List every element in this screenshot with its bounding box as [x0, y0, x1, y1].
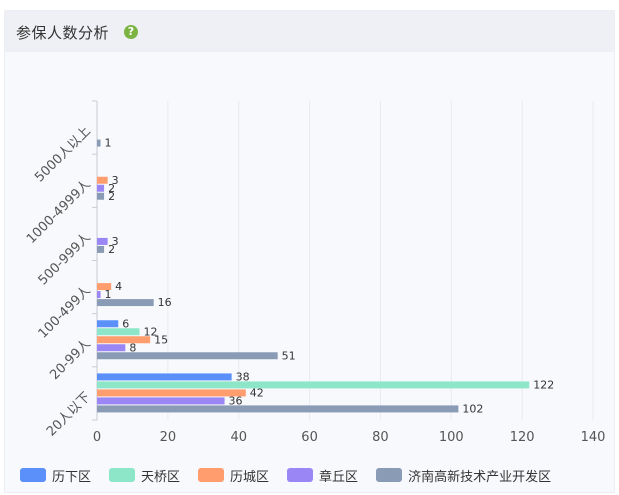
legend-swatch: [198, 468, 225, 482]
bar: [97, 291, 101, 299]
bar: [97, 373, 232, 381]
y-category-label: 20人以下: [44, 390, 94, 440]
data-label: 122: [533, 378, 554, 391]
panel-header: 参保人数分析 ?: [5, 11, 614, 52]
x-tick-label: 40: [230, 430, 247, 445]
data-label: 16: [158, 296, 172, 309]
data-label: 2: [108, 190, 115, 203]
panel-title: 参保人数分析: [16, 24, 110, 42]
legend-item[interactable]: 天桥区: [109, 466, 180, 485]
legend-swatch: [109, 468, 136, 482]
bar: [97, 139, 101, 147]
bar: [97, 405, 459, 413]
bar: [97, 381, 530, 389]
x-tick-label: 60: [301, 430, 318, 445]
data-label: 42: [250, 386, 264, 399]
x-tick-label: 0: [93, 430, 101, 445]
legend-label: 历下区: [52, 469, 92, 485]
bar: [97, 237, 108, 245]
legend-label: 历城区: [230, 469, 270, 485]
legend-swatch: [20, 468, 46, 482]
bar: [97, 336, 151, 344]
legend-item[interactable]: 章丘区: [287, 466, 358, 485]
x-tick-label: 140: [581, 430, 606, 445]
data-label: 2: [108, 243, 115, 256]
bar: [97, 192, 105, 200]
bar: [97, 352, 278, 360]
y-category-label: 5000人以上: [32, 124, 94, 186]
chart-legend: 历下区 天桥区 历城区 章丘区 济南高新技术产业开发区: [20, 465, 569, 485]
data-label: 15: [154, 333, 168, 346]
data-label: 51: [282, 349, 296, 362]
question-circle-icon[interactable]: ?: [124, 25, 138, 39]
bar: [97, 176, 108, 184]
bar: [97, 299, 154, 307]
bar: [97, 320, 119, 328]
data-label: 6: [122, 317, 129, 330]
x-tick-label: 120: [510, 430, 535, 445]
data-label: 12: [144, 325, 158, 338]
bar: [97, 397, 225, 405]
legend-label: 章丘区: [319, 469, 359, 485]
legend-item[interactable]: 历下区: [20, 466, 91, 485]
data-label: 3: [112, 174, 119, 187]
legend-item[interactable]: 历城区: [198, 466, 269, 485]
legend-label: 天桥区: [141, 469, 181, 485]
x-tick-label: 100: [439, 430, 464, 445]
x-tick-label: 20: [160, 430, 177, 445]
data-label: 36: [229, 394, 243, 407]
bar: [97, 283, 112, 291]
bar: [97, 344, 126, 352]
legend-swatch: [376, 468, 403, 482]
legend-swatch: [287, 468, 314, 482]
data-label: 3: [112, 235, 119, 248]
bar: [97, 184, 105, 192]
data-label: 4: [115, 280, 122, 293]
data-label: 1: [105, 288, 112, 301]
y-category-label: 500-999人: [36, 230, 94, 288]
data-label: 102: [462, 402, 483, 415]
data-label: 8: [129, 341, 136, 354]
data-label: 2: [108, 182, 115, 195]
bar: [97, 328, 140, 336]
y-category-label: 100-499人: [36, 283, 94, 341]
bar: [97, 245, 105, 253]
data-label: 38: [236, 370, 250, 383]
legend-label: 济南高新技术产业开发区: [408, 469, 552, 485]
legend-item[interactable]: 济南高新技术产业开发区: [376, 466, 551, 485]
data-label: 1: [105, 137, 112, 150]
x-tick-label: 80: [372, 430, 389, 445]
y-category-label: 20-99人: [47, 336, 94, 383]
bar: [97, 389, 246, 397]
